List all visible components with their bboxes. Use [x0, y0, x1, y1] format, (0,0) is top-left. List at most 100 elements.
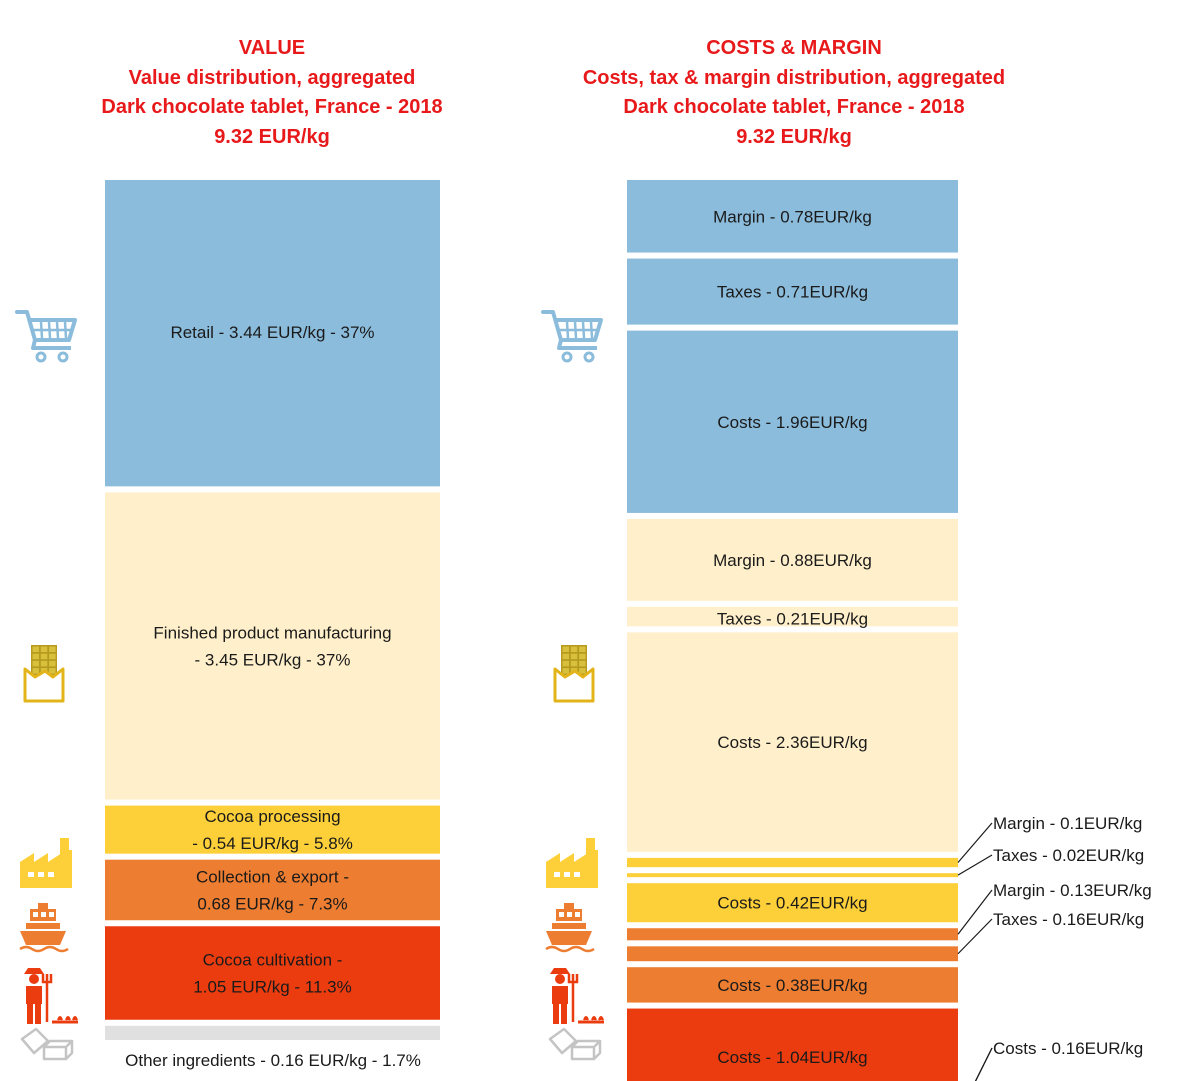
- chocolate-square: [579, 646, 586, 652]
- bar-segment-collection: [105, 859, 440, 921]
- ship-window: [567, 912, 572, 917]
- callout-leader-line: [957, 854, 993, 876]
- chocolate-square: [562, 660, 569, 667]
- cost-segment-label: Costs - 0.38EUR/kg: [717, 976, 867, 995]
- bar-segment-retail: [105, 180, 440, 487]
- value-distribution-bar: Retail - 3.44 EUR/kg - 37% Finished produ…: [105, 180, 440, 1070]
- farmer-hat: [24, 968, 44, 974]
- chocolate-square: [579, 660, 586, 667]
- cost-segment-retail-margin: [627, 180, 958, 253]
- cost-segment-processing-taxes: [627, 873, 958, 878]
- cost-segment-retail-costs: [627, 330, 958, 513]
- chocolate-square: [49, 660, 56, 667]
- factory-window: [38, 872, 44, 877]
- sugar-cubes-icon: [20, 1027, 74, 1061]
- ship-hull: [20, 931, 66, 945]
- right-chart-heading: COSTS & MARGIN: [706, 37, 882, 59]
- cost-margin-distribution-bar: Margin - 0.78EUR/kg Taxes - 0.71EUR/kg Cos…: [627, 180, 958, 1081]
- pitchfork: [41, 974, 53, 1022]
- cost-segment-collection-costs: [627, 967, 958, 1003]
- segment-label-processing: - 0.54 EUR/kg - 5.8%: [192, 834, 353, 853]
- waves: [19, 945, 69, 953]
- cost-segment-label: Margin - 0.88EUR/kg: [713, 551, 872, 570]
- factory-window: [554, 872, 560, 877]
- cost-segment-processing-margin: [627, 857, 958, 868]
- segment-label-collection: 0.68 EUR/kg - 7.3%: [197, 894, 347, 913]
- callout-leader-line: [957, 889, 993, 935]
- factory-window: [574, 872, 580, 877]
- farmer-leg: [553, 1004, 559, 1024]
- shopping-cart-icon: [541, 310, 603, 363]
- cost-segment-label: Costs - 0.42EUR/kg: [717, 894, 867, 913]
- ship-hull: [546, 931, 592, 945]
- cost-segment-label: Taxes - 0.21EUR/kg: [717, 610, 868, 629]
- cart-frame: [15, 310, 77, 342]
- cost-segment-label: Costs - 1.96EUR/kg: [717, 413, 867, 432]
- cart-wheel: [57, 351, 69, 363]
- cost-segment-collection-taxes: [627, 946, 958, 962]
- left-chart-total: 9.32 EUR/kg: [214, 125, 330, 148]
- bar-segment-processing: [105, 805, 440, 854]
- chocolate-square: [562, 653, 569, 660]
- farmer-leg: [561, 1004, 567, 1024]
- farmer-body: [552, 986, 568, 1004]
- chocolate-square: [40, 660, 48, 667]
- segment-label-cultivation: 1.05 EUR/kg - 11.3%: [193, 977, 351, 996]
- cost-segment-label: Costs - 1.04EUR/kg: [717, 1048, 867, 1067]
- cart-frame: [541, 310, 603, 342]
- callout-label: Margin - 0.1EUR/kg: [993, 814, 1142, 833]
- segment-label-collection: Collection & export -: [196, 867, 349, 886]
- callout-label: Taxes - 0.02EUR/kg: [993, 846, 1144, 865]
- chocolate-square: [40, 646, 48, 652]
- chocolate-square: [579, 668, 586, 674]
- cargo-ship-icon: [545, 903, 595, 953]
- wrapper: [553, 667, 595, 703]
- callout-label: Margin - 0.13EUR/kg: [993, 881, 1152, 900]
- chocolate-square: [32, 668, 39, 674]
- segment-label-manufacturing: Finished product manufacturing: [153, 623, 391, 642]
- callout-leader-line: [957, 822, 993, 863]
- farmer-head: [29, 974, 39, 984]
- cost-segment-collection-margin: [627, 928, 958, 941]
- callout-labels: Margin - 0.1EUR/kg Taxes - 0.02EUR/kg Marg…: [957, 814, 1152, 1081]
- right-chart-product: Dark chocolate tablet, France - 2018: [623, 96, 965, 118]
- sugar-cube: [42, 1039, 74, 1061]
- farmer-icon: [24, 968, 78, 1024]
- factory-window: [28, 872, 34, 877]
- ship-window: [41, 912, 46, 917]
- bar-segment-other: [105, 1025, 440, 1040]
- ship-funnel: [564, 903, 574, 909]
- factory-icon: [546, 838, 598, 888]
- ship-deck: [26, 923, 60, 929]
- segment-label-cultivation: Cocoa cultivation -: [203, 950, 343, 969]
- wrapper: [23, 667, 65, 703]
- ship-window: [49, 912, 54, 917]
- pitchfork: [567, 974, 579, 1022]
- chocolate-square: [562, 646, 569, 652]
- chocolate-square: [40, 653, 48, 660]
- farmer-icon: [550, 968, 604, 1024]
- cargo-ship-icon: [19, 903, 69, 953]
- chocolate-bar-icon: [23, 645, 65, 703]
- cost-segment-manufacturing-taxes: [627, 606, 958, 627]
- sugar-cubes-icon: [548, 1027, 602, 1061]
- ship-window: [33, 912, 38, 917]
- bar-segment-manufacturing: [105, 492, 440, 800]
- right-chart-subtitle: Costs, tax & margin distribution, aggreg…: [582, 66, 1006, 89]
- cost-segment-label: Taxes - 0.71EUR/kg: [717, 283, 868, 302]
- chocolate-square: [49, 668, 56, 674]
- cart-base: [557, 339, 597, 350]
- farmer-body: [26, 986, 42, 1004]
- callout-leader-line: [957, 918, 993, 955]
- factory-window: [564, 872, 570, 877]
- ship-window: [559, 912, 564, 917]
- cost-segment-manufacturing-costs: [627, 632, 958, 852]
- callout-label: Costs - 0.16EUR/kg: [993, 1039, 1143, 1058]
- left-chart-title: VALUE Value distribution, aggregated Dar…: [0, 34, 552, 152]
- sugar-cube: [570, 1039, 602, 1061]
- cost-segment-retail-taxes: [627, 258, 958, 325]
- callout-leader-line: [974, 1047, 993, 1081]
- shopping-cart-icon: [15, 310, 77, 363]
- waves: [545, 945, 595, 953]
- chocolate-square: [32, 646, 39, 652]
